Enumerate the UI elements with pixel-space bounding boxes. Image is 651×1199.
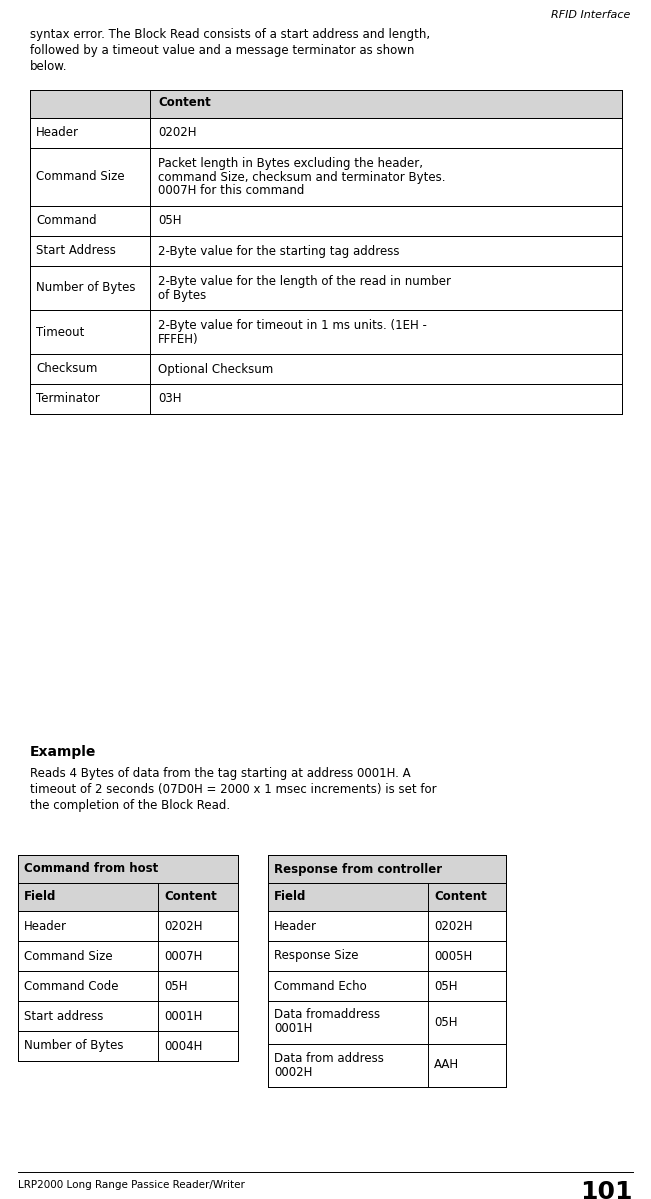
Text: 0007H: 0007H <box>164 950 202 963</box>
Text: Response from controller: Response from controller <box>274 862 442 875</box>
Text: 0202H: 0202H <box>158 127 197 139</box>
Text: Timeout: Timeout <box>36 325 85 338</box>
Text: followed by a timeout value and a message terminator as shown: followed by a timeout value and a messag… <box>30 44 415 58</box>
Text: command Size, checksum and terminator Bytes.: command Size, checksum and terminator By… <box>158 170 445 183</box>
Text: 05H: 05H <box>434 980 458 993</box>
Text: 0002H: 0002H <box>274 1066 312 1078</box>
Text: Checksum: Checksum <box>36 362 98 375</box>
Text: Command Echo: Command Echo <box>274 980 367 993</box>
Text: AAH: AAH <box>434 1059 459 1072</box>
Text: 2-Byte value for the starting tag address: 2-Byte value for the starting tag addres… <box>158 245 400 258</box>
Bar <box>30 266 622 311</box>
Text: syntax error. The Block Read consists of a start address and length,: syntax error. The Block Read consists of… <box>30 28 430 41</box>
Bar <box>30 384 622 414</box>
Text: Data fromaddress: Data fromaddress <box>274 1008 380 1022</box>
Text: timeout of 2 seconds (07D0H = 2000 x 1 msec increments) is set for: timeout of 2 seconds (07D0H = 2000 x 1 m… <box>30 783 437 796</box>
Text: 0202H: 0202H <box>434 920 473 933</box>
Text: Start address: Start address <box>24 1010 104 1023</box>
Text: Example: Example <box>30 745 96 759</box>
Text: Reads 4 Bytes of data from the tag starting at address 0001H. A: Reads 4 Bytes of data from the tag start… <box>30 767 411 781</box>
Bar <box>18 911 238 941</box>
Bar <box>268 855 506 882</box>
Bar <box>268 911 506 941</box>
Text: 2-Byte value for timeout in 1 ms units. (1EH -: 2-Byte value for timeout in 1 ms units. … <box>158 319 427 331</box>
Text: Start Address: Start Address <box>36 245 116 258</box>
Text: 0001H: 0001H <box>164 1010 202 1023</box>
Text: Field: Field <box>274 891 307 904</box>
Bar <box>18 941 238 971</box>
Text: Optional Checksum: Optional Checksum <box>158 362 273 375</box>
Text: Terminator: Terminator <box>36 392 100 405</box>
Text: Command Size: Command Size <box>36 170 124 183</box>
Bar <box>268 882 506 911</box>
Text: Content: Content <box>434 891 487 904</box>
Text: 03H: 03H <box>158 392 182 405</box>
Text: the completion of the Block Read.: the completion of the Block Read. <box>30 799 230 812</box>
Text: 2-Byte value for the length of the read in number: 2-Byte value for the length of the read … <box>158 275 451 288</box>
Text: Response Size: Response Size <box>274 950 359 963</box>
Text: Command Size: Command Size <box>24 950 113 963</box>
Bar <box>18 1001 238 1031</box>
Bar <box>268 1044 506 1087</box>
Bar <box>268 1001 506 1044</box>
Bar <box>18 1031 238 1061</box>
Text: Content: Content <box>164 891 217 904</box>
Text: 0202H: 0202H <box>164 920 202 933</box>
Text: Content: Content <box>158 96 211 109</box>
Text: RFID Interface: RFID Interface <box>551 10 630 20</box>
Bar <box>30 90 622 118</box>
Text: LRP2000 Long Range Passice Reader/Writer: LRP2000 Long Range Passice Reader/Writer <box>18 1180 245 1189</box>
Text: Header: Header <box>36 127 79 139</box>
Bar <box>268 941 506 971</box>
Text: Packet length in Bytes excluding the header,: Packet length in Bytes excluding the hea… <box>158 157 423 169</box>
Text: 05H: 05H <box>164 980 187 993</box>
Text: 05H: 05H <box>158 215 182 228</box>
Text: FFFEH): FFFEH) <box>158 332 199 345</box>
Text: Field: Field <box>24 891 57 904</box>
Bar <box>30 236 622 266</box>
Bar <box>18 855 238 882</box>
Bar <box>30 354 622 384</box>
Text: 101: 101 <box>581 1180 633 1199</box>
Text: 0007H for this command: 0007H for this command <box>158 185 305 198</box>
Bar <box>30 206 622 236</box>
Text: below.: below. <box>30 60 68 73</box>
Text: Number of Bytes: Number of Bytes <box>36 282 135 295</box>
Bar <box>18 971 238 1001</box>
Bar <box>30 311 622 354</box>
Bar <box>18 882 238 911</box>
Bar <box>268 971 506 1001</box>
Text: 05H: 05H <box>434 1016 458 1029</box>
Text: Header: Header <box>24 920 67 933</box>
Text: Command from host: Command from host <box>24 862 158 875</box>
Text: 0004H: 0004H <box>164 1040 202 1053</box>
Bar <box>30 118 622 147</box>
Text: Header: Header <box>274 920 317 933</box>
Text: Number of Bytes: Number of Bytes <box>24 1040 124 1053</box>
Text: 0005H: 0005H <box>434 950 472 963</box>
Bar <box>30 147 622 206</box>
Text: Command Code: Command Code <box>24 980 118 993</box>
Text: Command: Command <box>36 215 96 228</box>
Text: Data from address: Data from address <box>274 1052 384 1065</box>
Text: 0001H: 0001H <box>274 1023 312 1036</box>
Text: of Bytes: of Bytes <box>158 289 206 301</box>
